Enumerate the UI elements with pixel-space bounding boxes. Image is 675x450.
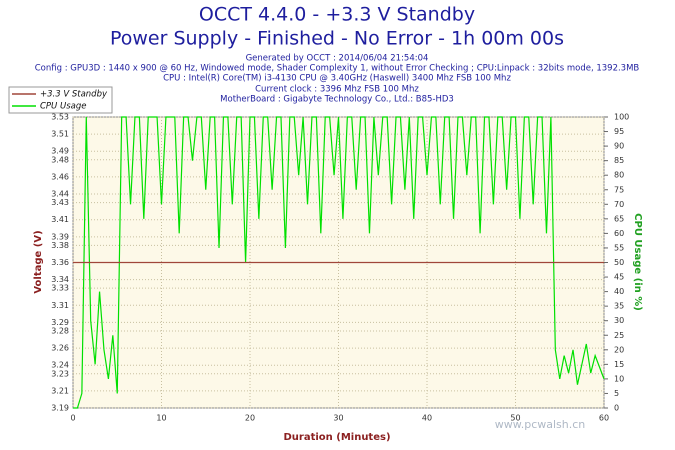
y2-axis-label: CPU Usage (in %) <box>632 213 643 311</box>
y-tick-label: 3.46 <box>51 172 69 181</box>
y2-tick-label: 35 <box>614 302 624 311</box>
y2-tick-label: 10 <box>614 374 624 383</box>
series-line <box>73 116 605 409</box>
y-tick-label: 3.28 <box>51 326 69 335</box>
y2-tick-label: 45 <box>614 273 624 282</box>
y2-tick-label: 20 <box>614 345 624 354</box>
legend <box>8 86 113 114</box>
y2-tick-label: 85 <box>614 156 624 165</box>
y-tick-label: 3.23 <box>51 369 69 378</box>
y2-tick-label: 25 <box>614 331 624 340</box>
y-tick-label: 3.48 <box>51 155 69 164</box>
watermark: www.pcwalsh.cn <box>495 418 586 431</box>
legend-label: +3.3 V Standby <box>40 90 108 100</box>
y-tick-label: 3.19 <box>51 404 69 413</box>
y2-tick-label: 80 <box>614 171 624 180</box>
x-tick-label: 0 <box>70 414 75 423</box>
info-line: Config : GPU3D : 1440 x 900 @ 60 Hz, Win… <box>35 64 640 74</box>
y-tick-label: 3.41 <box>51 215 69 224</box>
y2-tick-label: 60 <box>614 229 624 238</box>
y-tick-label: 3.21 <box>51 386 69 395</box>
x-tick-label: 40 <box>422 414 432 423</box>
y-tick-label: 3.44 <box>51 190 69 199</box>
y2-tick-label: 15 <box>614 360 624 369</box>
y2-tick-label: 50 <box>614 258 624 267</box>
y2-tick-label: 5 <box>614 389 619 398</box>
y-tick-label: 3.38 <box>51 241 69 250</box>
y-tick-label: 3.53 <box>51 113 69 122</box>
chart-title: OCCT 4.4.0 - +3.3 V Standby <box>199 4 475 26</box>
y-tick-label: 3.34 <box>51 275 69 284</box>
info-line: Generated by OCCT : 2014/06/04 21:54:04 <box>246 54 429 64</box>
info-line: MotherBoard : Gigabyte Technology Co., L… <box>220 95 454 105</box>
y2-tick-label: 0 <box>614 404 619 413</box>
y-tick-label: 3.51 <box>51 130 69 139</box>
y2-tick-label: 65 <box>614 214 624 223</box>
y-tick-label: 3.33 <box>51 284 69 293</box>
y2-tick-label: 40 <box>614 287 624 296</box>
y2-tick-label: 90 <box>614 142 624 151</box>
y-tick-label: 3.36 <box>51 258 69 267</box>
x-tick-label: 30 <box>333 414 343 423</box>
y-tick-label: 3.49 <box>51 147 69 156</box>
y-tick-label: 3.26 <box>51 344 69 353</box>
x-tick-label: 50 <box>510 414 520 423</box>
x-tick-label: 60 <box>599 414 609 423</box>
y-tick-label: 3.29 <box>51 318 69 327</box>
y-tick-label: 3.31 <box>51 301 69 310</box>
x-tick-label: 10 <box>156 414 166 423</box>
info-line: CPU : Intel(R) Core(TM) i3-4130 CPU @ 3.… <box>163 74 511 84</box>
y-tick-label: 3.39 <box>51 232 69 241</box>
y2-tick-label: 100 <box>614 113 629 122</box>
x-axis-label: Duration (Minutes) <box>283 432 390 443</box>
y-tick-label: 3.43 <box>51 198 69 207</box>
x-tick-label: 20 <box>245 414 255 423</box>
legend-label: CPU Usage <box>40 102 86 112</box>
info-line: Current clock : 3396 Mhz FSB 100 Mhz <box>255 85 419 95</box>
y2-tick-label: 55 <box>614 243 624 252</box>
y2-tick-label: 75 <box>614 185 624 194</box>
y2-tick-label: 95 <box>614 127 624 136</box>
y-tick-label: 3.24 <box>51 361 69 370</box>
y2-tick-label: 70 <box>614 200 624 209</box>
chart-subtitle: Power Supply - Finished - No Error - 1h … <box>110 28 564 50</box>
y-axis-label: Voltage (V) <box>33 230 44 293</box>
y2-tick-label: 30 <box>614 316 624 325</box>
